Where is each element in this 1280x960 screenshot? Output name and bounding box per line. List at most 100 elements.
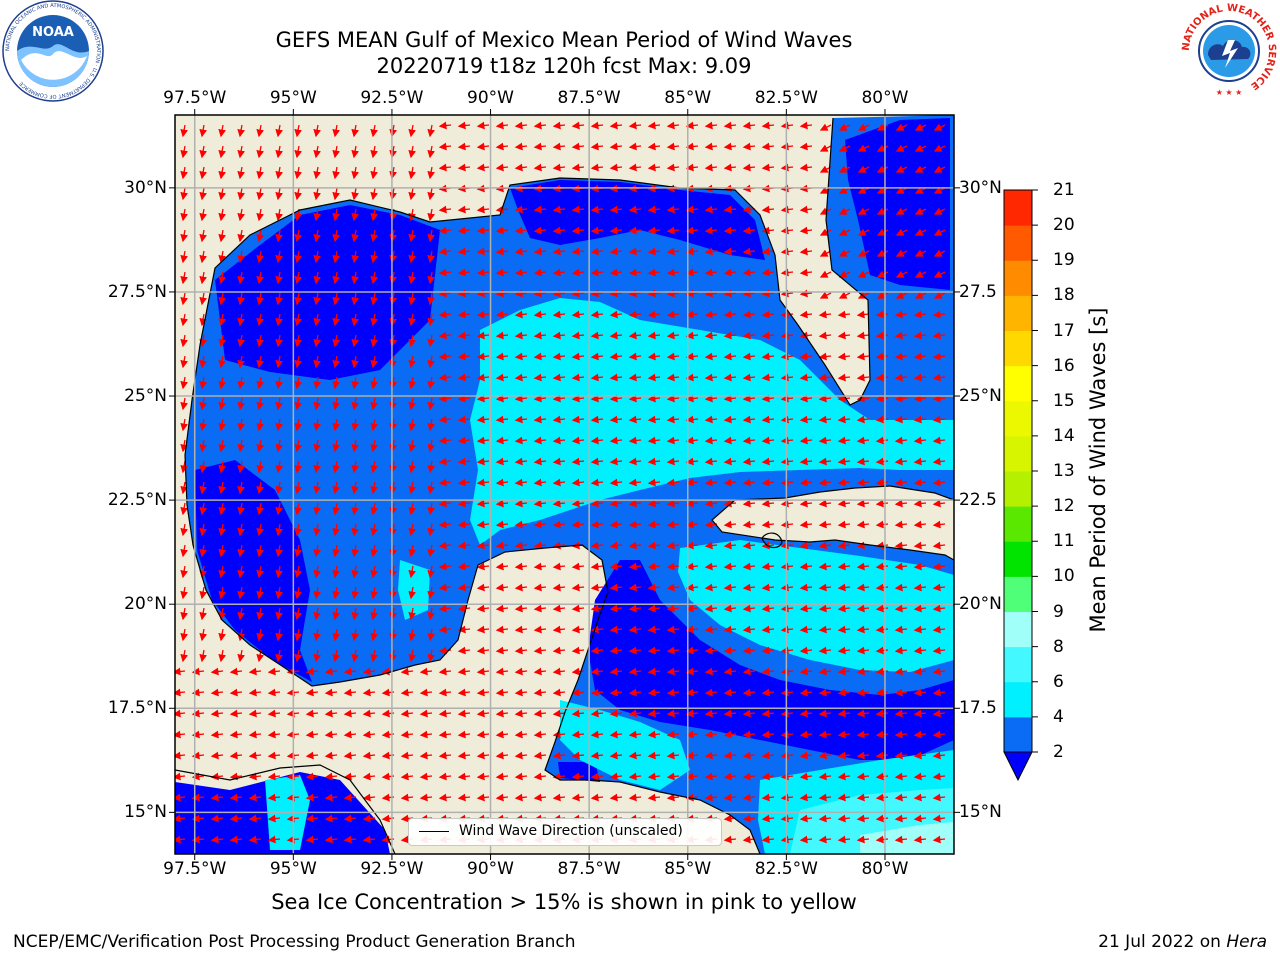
wave-direction-arrow [514,142,528,151]
wave-direction-arrow [685,121,699,130]
wave-direction-arrow [761,562,775,571]
wave-direction-arrow [685,541,699,550]
wave-direction-arrow [761,268,775,277]
wave-direction-arrow [332,313,340,327]
wave-direction-arrow [704,499,718,508]
wave-direction-arrow [237,439,245,453]
sea-ice-note: Sea Ice Concentration > 15% is shown in … [271,890,857,914]
wave-direction-arrow [199,124,207,138]
wave-direction-arrow [514,541,528,550]
wave-direction-arrow [857,228,870,236]
wave-direction-arrow [780,415,794,424]
wave-direction-arrow [647,247,661,256]
wave-direction-arrow [932,457,946,466]
wave-direction-arrow [856,331,870,340]
nws-logo: NATIONAL WEATHER SERVICE ★ ★ ★ [1179,1,1279,101]
wave-direction-arrow [438,562,452,571]
wave-direction-arrow [647,289,661,298]
wave-direction-arrow [780,121,794,130]
wave-direction-arrow [294,418,302,432]
wave-direction-arrow [351,229,359,243]
wave-direction-arrow [294,565,302,579]
wave-direction-arrow [666,226,680,235]
lon-label-bottom: 95°W [269,859,317,879]
wave-direction-arrow [427,187,435,201]
wave-direction-arrow [838,186,851,194]
wave-direction-arrow [894,415,908,424]
lat-label-right: 22.5 [959,490,997,511]
wave-direction-arrow [351,418,359,432]
wave-direction-arrow [351,271,359,285]
wave-direction-arrow [533,247,547,256]
wave-direction-arrow [666,247,680,256]
wave-direction-arrow [932,499,946,508]
wave-direction-arrow [332,271,340,285]
wave-direction-arrow [495,394,509,403]
wave-direction-arrow [723,394,737,403]
wave-direction-arrow [408,565,416,579]
wave-direction-arrow [476,163,490,172]
wave-direction-arrow [799,373,813,382]
wave-direction-arrow [685,142,699,151]
wave-direction-arrow [275,292,283,306]
colorbar-tick-label: 19 [1053,250,1075,271]
wave-direction-arrow [571,163,585,172]
wave-direction-arrow [932,541,946,550]
wave-direction-arrow [628,541,642,550]
wave-direction-arrow [332,250,340,264]
wave-direction-arrow [313,229,321,243]
wave-direction-arrow [256,355,264,369]
wave-direction-arrow [457,331,471,340]
lat-label-right: 15°N [959,802,1002,823]
wave-direction-arrow [685,352,699,361]
wave-direction-arrow [438,352,452,361]
wave-direction-arrow [723,163,737,172]
wave-direction-arrow [199,313,207,327]
wave-direction-arrow [704,163,718,172]
wave-direction-arrow [533,541,547,550]
wave-direction-arrow [275,124,283,138]
wave-direction-arrow [370,355,378,369]
wave-direction-arrow [514,331,528,340]
wave-direction-arrow [761,331,775,340]
wave-direction-arrow [932,310,946,319]
wave-direction-arrow [838,165,851,173]
wave-direction-arrow [180,355,188,369]
wave-direction-arrow [837,499,851,508]
wave-direction-arrow [876,270,889,278]
wave-direction-arrow [857,123,870,131]
wave-direction-arrow [180,418,188,432]
wave-direction-arrow [313,523,321,537]
wave-direction-arrow [408,145,416,159]
wave-direction-arrow [275,418,283,432]
wave-direction-arrow [837,373,851,382]
colorbar-tick-label: 15 [1053,390,1075,411]
wave-direction-arrow [914,291,927,299]
wave-direction-arrow [609,541,623,550]
wave-direction-arrow [685,163,699,172]
wave-direction-arrow [408,313,416,327]
wave-direction-arrow [313,124,321,138]
wave-direction-arrow [199,586,207,600]
wave-direction-arrow [457,310,471,319]
wave-direction-arrow [332,208,340,222]
wave-direction-arrow [685,562,699,571]
wave-direction-arrow [552,352,566,361]
wave-direction-arrow [332,523,340,537]
wave-direction-arrow [590,394,604,403]
wave-direction-arrow [590,541,604,550]
wave-direction-arrow [218,313,226,327]
wave-direction-arrow [799,499,813,508]
wave-direction-arrow [218,565,226,579]
wave-direction-arrow [552,436,566,445]
wave-direction-arrow [837,352,851,361]
wave-direction-arrow [590,310,604,319]
wave-direction-arrow [685,331,699,340]
wave-direction-arrow [609,121,623,130]
wave-direction-arrow [647,541,661,550]
wave-direction-arrow [495,121,509,130]
wave-direction-arrow [761,394,775,403]
wave-direction-arrow [408,355,416,369]
wave-direction-arrow [742,226,756,235]
wave-direction-arrow [427,124,435,138]
